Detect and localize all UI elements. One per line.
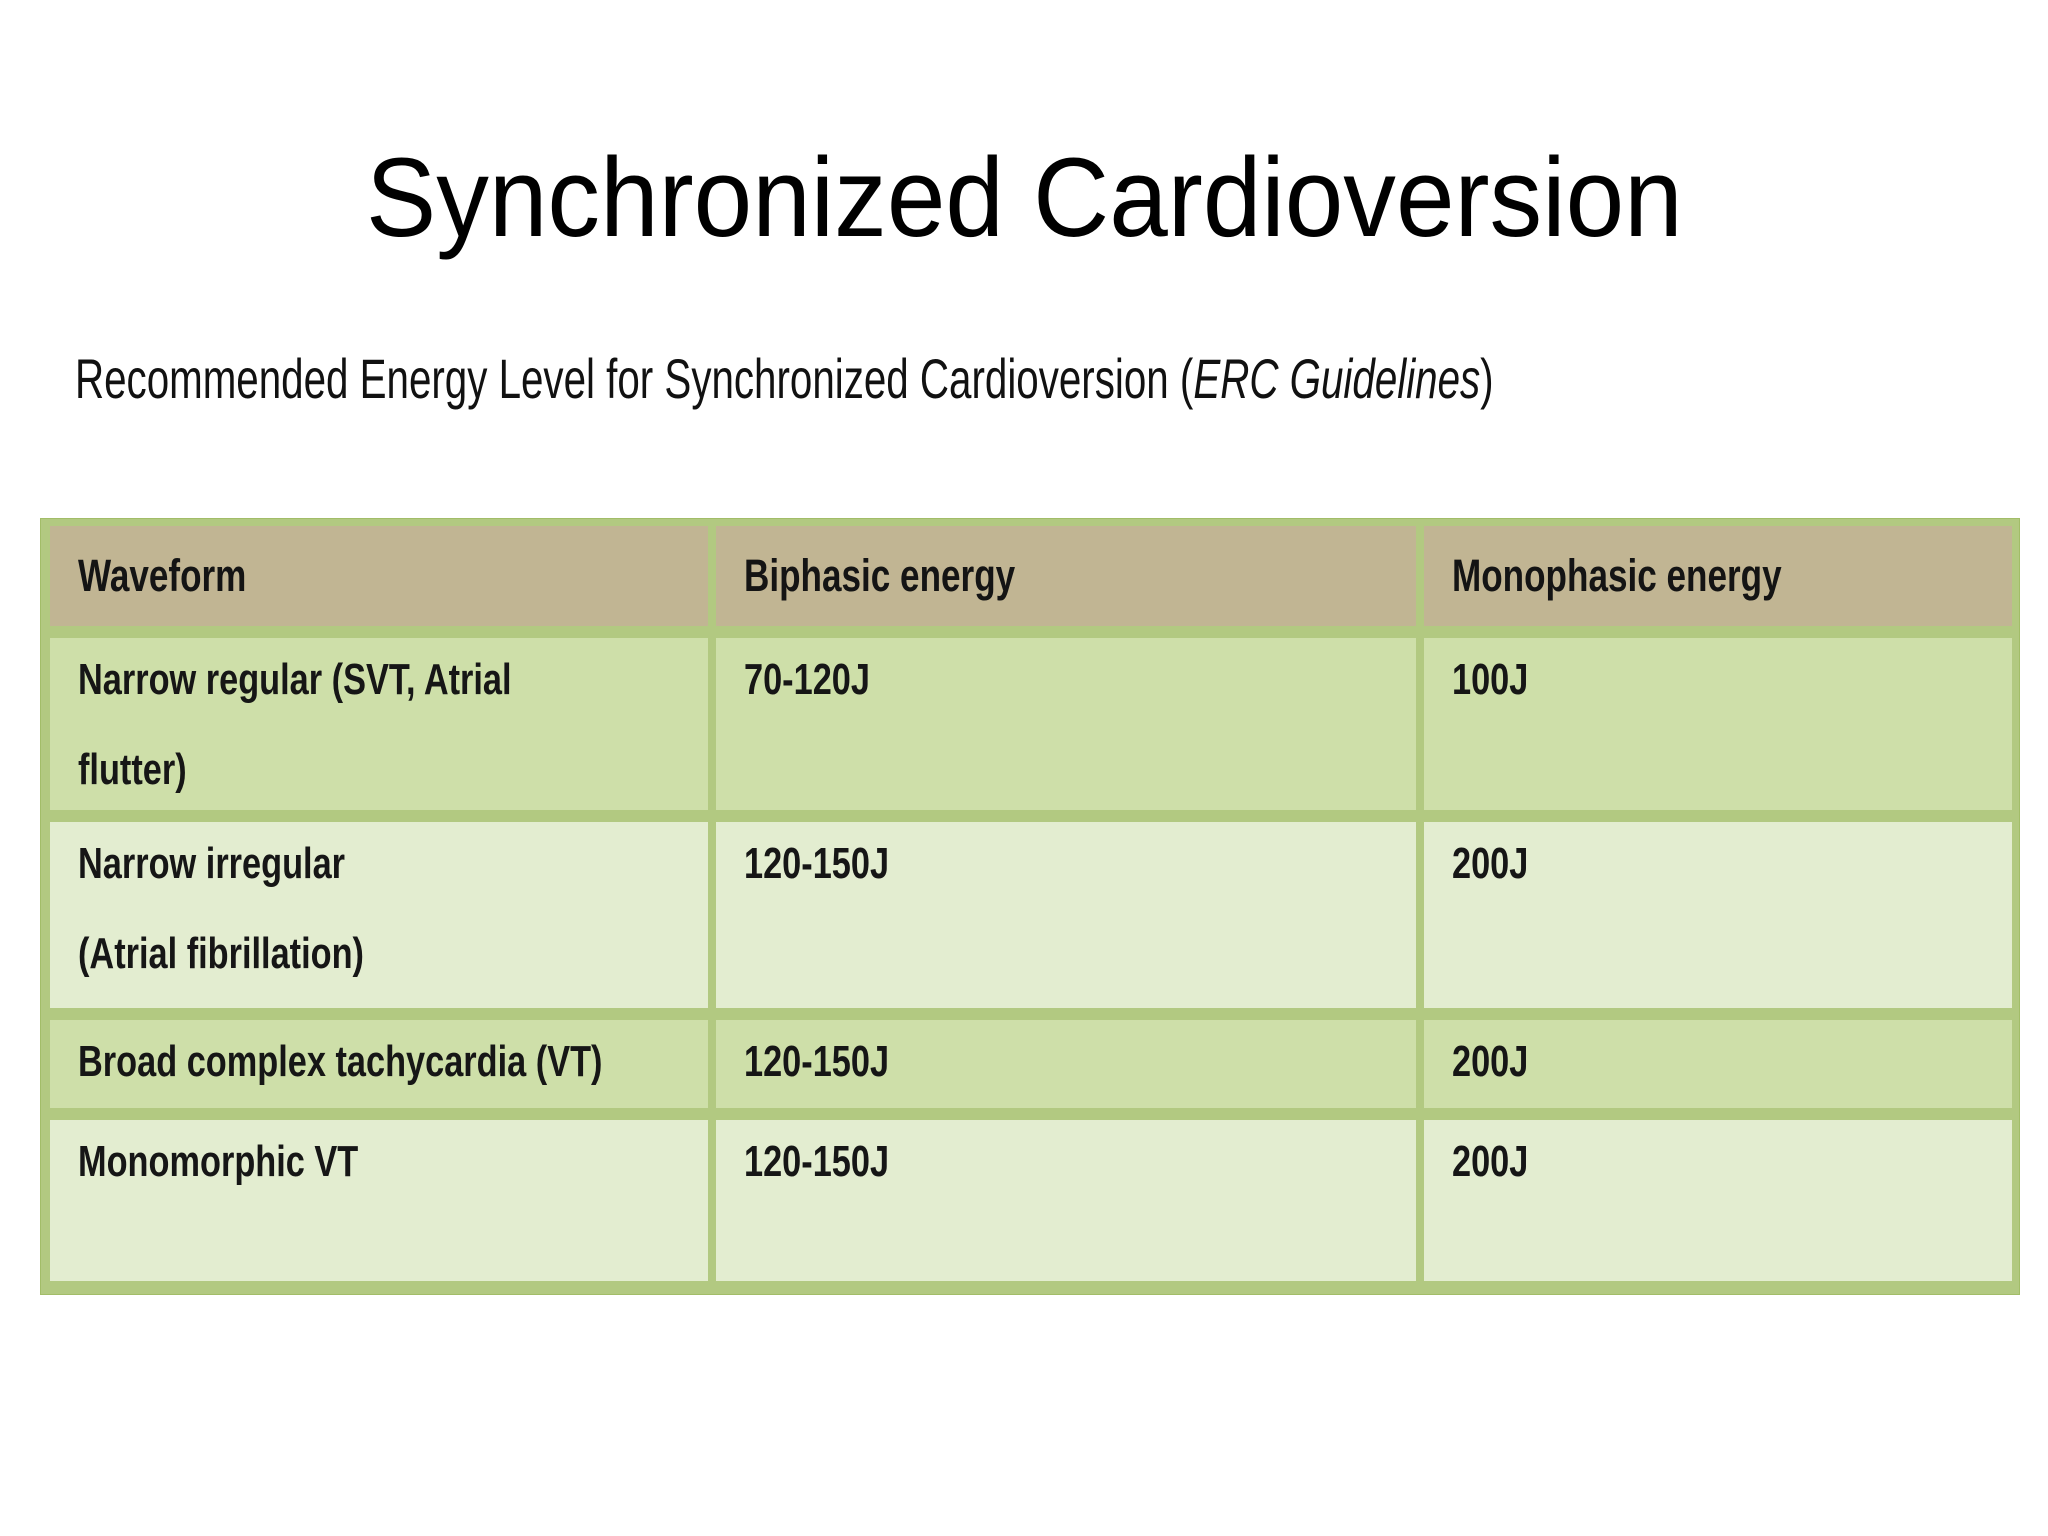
table-caption-text: Recommended Energy Level for Synchronize… (75, 347, 1194, 410)
energy-level-table: Waveform Biphasic energy Monophasic ener… (40, 518, 2020, 1295)
column-header-waveform: Waveform (50, 526, 708, 626)
biphasic-cell-row1: 70-120J (716, 638, 1416, 810)
table-caption: Recommended Energy Level for Synchronize… (75, 344, 2045, 414)
monophasic-cell-row3: 200J (1424, 1020, 2012, 1108)
waveform-row2-line1: Narrow irregular (78, 839, 346, 888)
monophasic-cell-row1: 100J (1424, 638, 2012, 810)
column-header-monophasic-energy: Monophasic energy (1424, 526, 2012, 626)
waveform-row1-line1: Narrow regular (SVT, Atrial (78, 655, 512, 704)
waveform-cell-row2: Narrow irregular (Atrial fibrillation) (50, 822, 708, 1008)
page-title-text: Synchronized Cardioversion (365, 135, 1683, 260)
waveform-row4-line1: Monomorphic VT (78, 1137, 359, 1186)
waveform-cell-row3: Broad complex tachycardia (VT) (50, 1020, 708, 1108)
monophasic-cell-row4: 200J (1424, 1120, 2012, 1281)
biphasic-cell-row2: 120-150J (716, 822, 1416, 1008)
waveform-row1-line2: flutter) (78, 745, 187, 794)
biphasic-cell-row3: 120-150J (716, 1020, 1416, 1108)
biphasic-cell-row4: 120-150J (716, 1120, 1416, 1281)
table-caption-italic-text: ERC Guidelines (1193, 347, 1481, 410)
monophasic-cell-row2: 200J (1424, 822, 2012, 1008)
waveform-row3-line1: Broad complex tachycardia (VT) (78, 1037, 603, 1086)
waveform-cell-row1: Narrow regular (SVT, Atrial flutter) (50, 638, 708, 810)
table-caption-close-paren: ) (1480, 347, 1494, 410)
page-title: Synchronized Cardioversion (0, 118, 2048, 278)
waveform-cell-row4: Monomorphic VT (50, 1120, 708, 1281)
waveform-row2-line2: (Atrial fibrillation) (78, 929, 364, 978)
column-header-biphasic-energy: Biphasic energy (716, 526, 1416, 626)
